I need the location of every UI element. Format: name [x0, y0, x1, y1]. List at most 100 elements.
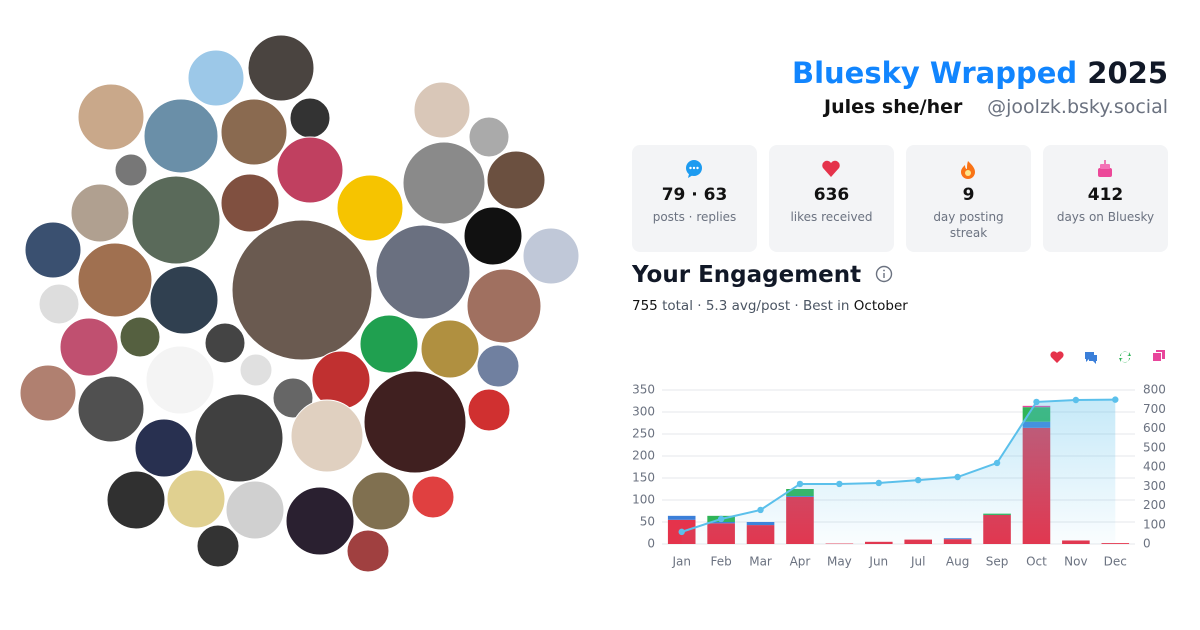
x-tick-label: Jul: [910, 555, 925, 569]
bar-segment: [667, 515, 696, 520]
avatar: [413, 81, 471, 139]
line-point: [757, 506, 764, 514]
section-title: Your Engagement: [632, 262, 893, 288]
avatar: [24, 221, 82, 279]
year: 2025: [1087, 56, 1168, 90]
legend-shape: [1119, 351, 1131, 363]
line-point: [1112, 396, 1119, 403]
avatar: [131, 175, 221, 265]
avatar: [196, 524, 240, 568]
avatar: [145, 345, 215, 415]
avatar: [247, 34, 315, 102]
stat-label: days on Bluesky: [1056, 210, 1155, 224]
icon: [686, 160, 702, 178]
y2-tick-label: 0: [1143, 537, 1151, 551]
legend-icon[interactable]: [1085, 352, 1097, 364]
y2-tick-label: 300: [1143, 479, 1166, 493]
avatar: [336, 174, 404, 242]
line-point: [915, 476, 922, 484]
x-tick-label: Feb: [711, 555, 732, 569]
section-title-text: Your Engagement: [632, 262, 862, 288]
stat-label: day posting streak: [933, 210, 1004, 240]
legend-icon[interactable]: [1050, 351, 1064, 363]
avatar: [220, 98, 288, 166]
info-icon[interactable]: [875, 265, 893, 283]
line-point: [796, 480, 804, 488]
stat-card: 636 likes received: [769, 145, 894, 252]
y-tick-label: 50: [640, 515, 655, 529]
line-point: [875, 479, 882, 487]
y-tick-label: 100: [632, 493, 655, 507]
y2-tick-label: 800: [1143, 383, 1166, 397]
avatar: [70, 183, 130, 243]
avatar: [220, 173, 280, 233]
x-tick-label: Apr: [790, 555, 811, 569]
avatar: [402, 141, 486, 225]
avatar: [276, 136, 344, 204]
avatar: [194, 393, 284, 483]
legend-icon[interactable]: [1119, 351, 1131, 363]
summary-total: 755: [632, 298, 658, 314]
avatar: [143, 98, 219, 174]
x-tick-label: Aug: [946, 555, 969, 569]
line-point: [954, 473, 961, 481]
avatar: [225, 480, 285, 540]
avatar: [486, 150, 546, 210]
display-name: Jules she/her: [824, 96, 963, 118]
summary-best: October: [853, 298, 908, 314]
y-tick-label: 150: [632, 471, 655, 485]
icon: [1098, 160, 1112, 177]
avatar: [341, 97, 409, 165]
y-tick-label: 350: [632, 383, 655, 397]
x-tick-label: Oct: [1026, 555, 1047, 569]
avatar: [59, 317, 119, 377]
avatar: [359, 314, 419, 374]
y2-tick-label: 700: [1143, 402, 1166, 416]
avatar: [106, 470, 166, 530]
line-point: [1072, 396, 1080, 404]
avatar: [463, 206, 523, 266]
line-point: [717, 515, 725, 523]
legend-icon[interactable]: [1153, 350, 1165, 361]
line-point: [993, 459, 1001, 467]
x-tick-label: Jan: [671, 555, 691, 569]
avatar: [119, 316, 161, 358]
avatar: [375, 224, 471, 320]
avatar: [468, 116, 510, 158]
avatar: [466, 268, 542, 344]
stat-value: 9: [962, 185, 975, 205]
avatar: [351, 471, 411, 531]
summary-text: total · 5.3 avg/post · Best in: [657, 298, 854, 314]
icon: [822, 160, 840, 177]
line-area: [681, 399, 1116, 544]
line-point: [836, 480, 843, 488]
y2-tick-label: 600: [1143, 421, 1166, 435]
y2-tick-label: 400: [1143, 460, 1166, 474]
avatar: [19, 364, 77, 422]
avatar: [411, 475, 455, 519]
y-tick-label: 200: [632, 449, 655, 463]
avatar: [290, 399, 364, 473]
x-tick-label: Mar: [749, 555, 772, 569]
avatar: [204, 322, 246, 364]
y-tick-label: 300: [632, 405, 655, 419]
stat-value: 636: [813, 185, 850, 205]
y2-tick-label: 100: [1143, 517, 1166, 531]
x-tick-label: Jun: [868, 555, 888, 569]
avatar: [467, 388, 511, 432]
avatar: [134, 418, 194, 478]
icon: [961, 161, 975, 179]
y2-tick-label: 200: [1143, 498, 1166, 512]
stat-value: 412: [1087, 185, 1124, 205]
legend-shape: [1153, 350, 1165, 361]
avatar: [420, 319, 480, 379]
x-tick-label: Sep: [986, 555, 1009, 569]
stat-label: posts · replies: [652, 210, 737, 224]
line: [681, 398, 1116, 533]
handle: @joolzk.bsky.social: [987, 96, 1168, 118]
avatar: [231, 219, 373, 361]
line-point: [678, 528, 685, 536]
avatar: [77, 83, 145, 151]
avatar: [285, 486, 355, 556]
